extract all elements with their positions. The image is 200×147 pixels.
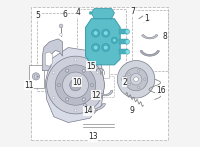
Circle shape [73,82,78,88]
Polygon shape [42,39,63,71]
Circle shape [102,44,110,52]
Text: 7: 7 [131,7,136,16]
Polygon shape [140,50,160,56]
Bar [132,10,168,71]
Bar [119,29,128,34]
Circle shape [60,33,63,36]
Circle shape [52,71,55,74]
Text: 6: 6 [63,10,68,19]
Polygon shape [86,19,120,65]
Circle shape [130,74,142,85]
Text: 5: 5 [36,11,40,20]
Circle shape [63,72,88,98]
Circle shape [123,78,126,81]
Circle shape [92,44,100,52]
Circle shape [82,69,86,72]
Circle shape [102,29,110,37]
Text: 4: 4 [76,8,81,17]
Polygon shape [83,103,106,110]
Circle shape [47,56,104,114]
Bar [91,63,109,78]
Circle shape [125,68,148,91]
Circle shape [59,24,63,28]
Circle shape [34,75,38,78]
Circle shape [93,45,98,50]
Circle shape [103,45,108,50]
Text: 8: 8 [163,31,167,41]
Text: 9: 9 [129,106,134,116]
Circle shape [128,83,130,86]
Bar [94,76,114,97]
Circle shape [134,77,138,82]
Circle shape [65,98,69,101]
Text: 16: 16 [156,86,165,95]
Circle shape [93,31,98,35]
Text: 15: 15 [87,62,96,71]
Circle shape [111,37,118,44]
Circle shape [103,31,108,35]
Circle shape [122,76,127,82]
Circle shape [93,108,96,111]
Polygon shape [91,9,114,19]
Circle shape [65,69,69,72]
Circle shape [91,84,93,86]
Polygon shape [45,52,52,66]
Circle shape [125,29,130,34]
Circle shape [143,78,146,81]
Circle shape [58,84,60,86]
Circle shape [89,11,92,14]
Circle shape [70,79,81,91]
Text: 13: 13 [88,132,98,141]
Text: 2: 2 [122,78,127,87]
Circle shape [32,73,40,80]
Circle shape [66,70,68,72]
Circle shape [137,86,140,89]
Polygon shape [97,90,113,96]
Bar [119,39,128,44]
Circle shape [96,71,98,74]
Circle shape [90,83,94,87]
Bar [119,49,128,54]
Circle shape [137,70,140,72]
Circle shape [125,50,130,54]
Polygon shape [142,35,158,39]
Bar [37,13,88,91]
Circle shape [83,98,85,100]
Text: 14: 14 [84,106,93,116]
Text: 10: 10 [72,78,82,87]
Circle shape [117,61,155,98]
Text: 12: 12 [91,91,100,100]
Circle shape [57,83,61,87]
Circle shape [74,59,77,61]
Circle shape [74,109,77,111]
Circle shape [128,73,130,75]
Circle shape [113,39,116,42]
Circle shape [52,96,55,99]
Circle shape [66,98,68,100]
Circle shape [82,98,86,101]
Circle shape [55,65,96,105]
Circle shape [125,39,130,44]
Polygon shape [45,47,104,123]
Circle shape [96,96,98,99]
Circle shape [92,29,100,37]
Bar [29,65,44,88]
Text: 1: 1 [144,14,149,23]
Circle shape [83,70,85,72]
Bar [77,9,126,74]
Text: 11: 11 [25,81,34,90]
